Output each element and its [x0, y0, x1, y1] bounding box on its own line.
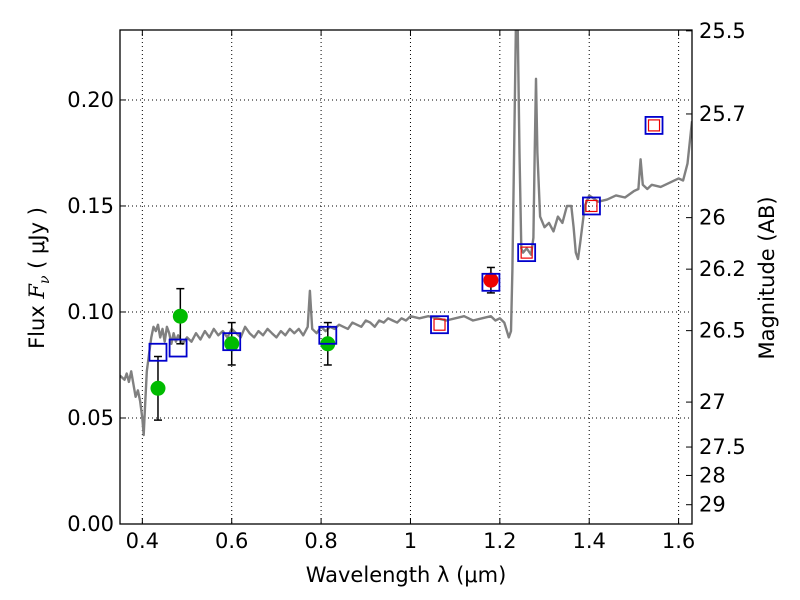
y-tick-label: 0.00	[67, 512, 114, 536]
x-tick-label: 1.4	[573, 529, 606, 553]
x-tick-label: 1	[404, 529, 417, 553]
y2-tick-label: 27.5	[699, 435, 746, 459]
x-axis-label: Wavelength λ (μm)	[306, 563, 507, 587]
y-axis-label-prefix: Flux	[25, 299, 49, 349]
data-point	[150, 380, 166, 396]
plot-frame	[119, 29, 693, 525]
model-photometry-square	[644, 116, 664, 135]
model-photometry-square	[318, 325, 338, 345]
y-axis-label-suffix: ( μJy )	[25, 207, 49, 275]
data-point	[224, 336, 240, 352]
x-tick-label: 0.8	[304, 529, 337, 553]
y-tick-label: 0.05	[67, 406, 114, 430]
y2-axis-label: Magnitude (AB)	[755, 196, 779, 359]
y2-tick-label: 25.7	[699, 102, 746, 126]
grid	[120, 30, 692, 524]
model-photometry-square	[222, 332, 242, 352]
x-tick-label: 0.6	[215, 529, 248, 553]
model-photometry-square	[148, 342, 168, 362]
y2-tick-label: 27	[699, 390, 726, 414]
spectrum	[120, 30, 692, 437]
data-point	[172, 308, 188, 324]
y2-tick-label: 26.5	[699, 319, 746, 343]
y-tick-label: 0.15	[67, 194, 114, 218]
y2-tick-label: 25.5	[699, 19, 746, 43]
model-photometry-inner-square	[585, 199, 598, 213]
model-photometry-square	[481, 272, 501, 292]
model-photometry-inner-square	[647, 119, 661, 132]
y2-tick-label: 26	[699, 206, 726, 230]
y2-tick-label: 26.2	[699, 257, 746, 281]
model-photometry-inner-square	[520, 246, 533, 259]
x-tick-label: 1.2	[483, 529, 516, 553]
y2-tick-label: 29	[699, 493, 726, 517]
model-photometry-square	[517, 243, 537, 263]
spectrum-line	[120, 30, 692, 437]
model-photometry-square	[168, 338, 188, 358]
model-photometry-square	[582, 196, 601, 216]
x-tick-label: 0.4	[126, 529, 159, 553]
y-tick-label: 0.20	[67, 88, 114, 112]
x-tick-label: 1.6	[662, 529, 695, 553]
markers	[148, 116, 664, 396]
model-photometry-square	[430, 315, 449, 335]
data-point	[483, 272, 499, 288]
y2-tick-label: 28	[699, 463, 726, 487]
y-tick-label: 0.10	[67, 300, 114, 324]
y-axis-label: Flux Fν ( μJy )	[25, 207, 53, 349]
ticks: 0.4 0.6 0.8 1 1.2 1.4 1.6 0.00 0.05 0.10 0.15 0.20 2…	[67, 19, 746, 553]
y-axis-label-subscript: ν	[37, 275, 53, 284]
y-axis-label-symbol: F	[25, 283, 49, 300]
model-photometry-inner-square	[433, 318, 446, 331]
